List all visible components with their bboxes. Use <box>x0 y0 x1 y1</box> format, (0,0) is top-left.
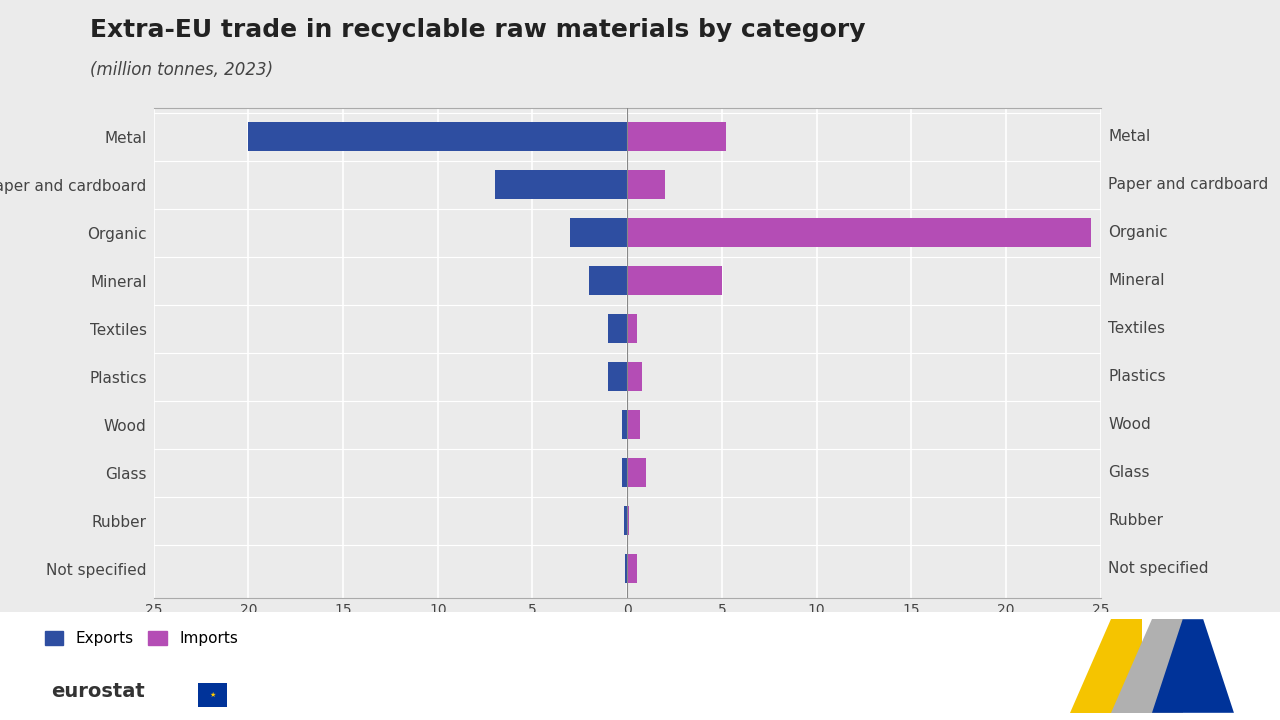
Polygon shape <box>1152 619 1234 713</box>
Text: (million tonnes, 2023): (million tonnes, 2023) <box>90 61 273 79</box>
Bar <box>627 218 1092 247</box>
Text: ★: ★ <box>210 692 215 698</box>
Bar <box>571 218 627 247</box>
Bar <box>608 362 627 391</box>
Bar <box>627 315 636 343</box>
Text: eurostat: eurostat <box>51 682 145 701</box>
Bar <box>626 554 627 583</box>
Bar <box>627 266 722 295</box>
Text: Plastics: Plastics <box>1108 369 1166 384</box>
Bar <box>627 554 636 583</box>
FancyBboxPatch shape <box>198 683 227 707</box>
Text: Glass: Glass <box>1108 465 1149 480</box>
Polygon shape <box>1070 619 1142 713</box>
Text: Textiles: Textiles <box>1108 321 1165 336</box>
Bar <box>248 122 627 151</box>
Text: Paper and cardboard: Paper and cardboard <box>1108 177 1268 192</box>
Text: Metal: Metal <box>1108 130 1151 144</box>
Text: Mineral: Mineral <box>1108 274 1165 288</box>
Bar <box>622 459 627 487</box>
Bar <box>625 506 627 535</box>
Bar <box>627 362 643 391</box>
Bar <box>608 315 627 343</box>
Text: Wood: Wood <box>1108 418 1151 432</box>
Bar <box>627 459 646 487</box>
Bar <box>627 506 628 535</box>
Bar <box>627 410 640 439</box>
Bar <box>627 122 726 151</box>
Legend: Exports, Imports: Exports, Imports <box>38 625 244 652</box>
Bar <box>589 266 627 295</box>
Text: Extra-EU trade in recyclable raw materials by category: Extra-EU trade in recyclable raw materia… <box>90 18 865 42</box>
Polygon shape <box>1111 619 1183 713</box>
Bar <box>622 410 627 439</box>
Bar <box>494 171 627 199</box>
Text: Rubber: Rubber <box>1108 513 1164 528</box>
Text: Not specified: Not specified <box>1108 562 1208 576</box>
Text: Organic: Organic <box>1108 225 1169 240</box>
Bar <box>627 171 666 199</box>
